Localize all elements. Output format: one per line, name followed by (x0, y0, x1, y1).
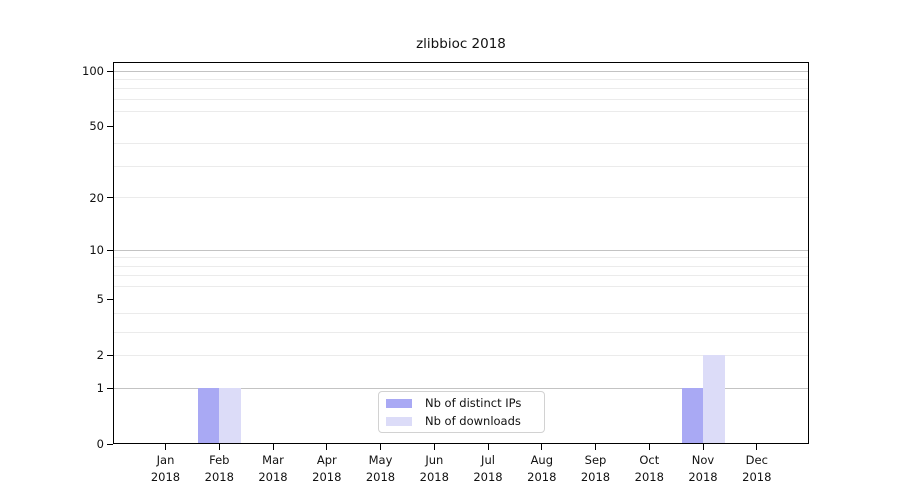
x-tick-label-month: Apr (316, 453, 337, 467)
legend: Nb of distinct IPs Nb of downloads (378, 391, 545, 433)
x-tick-label-year: 2018 (258, 470, 288, 484)
x-tick-label-month: Nov (691, 453, 715, 467)
x-tick-label: Sep 2018 (564, 452, 628, 486)
y-tick-label: 20 (89, 190, 104, 205)
y-tick-mark (107, 197, 113, 199)
x-tick-label-month: Aug (530, 453, 554, 467)
x-tick-label-month: Sep (584, 453, 607, 467)
x-tick-label: Jan 2018 (134, 452, 198, 486)
gridline-minor (114, 88, 808, 90)
gridline-minor (114, 286, 808, 288)
x-tick-label-month: Jul (481, 453, 495, 467)
y-tick-mark (107, 354, 113, 356)
x-tick-mark (648, 444, 650, 450)
y-tick-mark (107, 443, 113, 445)
x-tick-label-year: 2018 (473, 470, 503, 484)
x-tick-mark (595, 444, 596, 450)
gridline-minor (114, 99, 808, 100)
chart-title: zlibbioc 2018 (416, 36, 506, 52)
x-tick-label: Nov 2018 (671, 452, 735, 486)
x-tick-label: Apr 2018 (295, 452, 359, 486)
x-tick-label-year: 2018 (634, 470, 664, 484)
x-tick-mark (756, 444, 758, 450)
y-tick-label: 2 (96, 348, 104, 363)
gridline-minor (114, 166, 808, 167)
y-tick-mark (107, 70, 113, 72)
y-tick-label: 5 (96, 292, 104, 307)
legend-row-downloads: Nb of downloads (386, 414, 544, 428)
x-tick-label-year: 2018 (580, 470, 611, 484)
gridline-minor (114, 257, 808, 259)
x-tick-label: Aug 2018 (510, 452, 574, 486)
x-tick-label: Dec 2018 (725, 452, 789, 486)
y-tick-mark (107, 125, 113, 127)
y-tick-mark (107, 249, 113, 251)
legend-swatch-downloads (386, 416, 412, 426)
gridline-minor (114, 197, 808, 199)
y-tick-label: 10 (89, 243, 104, 258)
legend-swatch-distinct-ips (386, 398, 412, 408)
x-tick-label-year: 2018 (204, 470, 234, 484)
y-tick-mark (107, 298, 113, 300)
x-tick-label-month: Feb (209, 453, 230, 467)
x-tick-label-month: Dec (745, 453, 768, 467)
bar-nb-of-downloads (219, 388, 241, 443)
x-tick-label-year: 2018 (419, 470, 449, 484)
x-tick-label-month: May (368, 453, 393, 467)
y-tick-label: 0 (96, 437, 104, 451)
gridline-minor (114, 265, 808, 267)
x-tick-mark (165, 444, 166, 450)
x-tick-label-year: 2018 (688, 470, 718, 484)
legend-label-downloads: Nb of downloads (425, 414, 521, 428)
x-tick-label-year: 2018 (365, 470, 396, 484)
gridline-minor (114, 78, 808, 80)
x-tick-label: Jun 2018 (402, 452, 466, 486)
x-tick-label-year: 2018 (527, 470, 557, 484)
x-tick-label: May 2018 (349, 452, 413, 486)
gridline-major (114, 249, 808, 251)
x-tick-mark (702, 444, 704, 450)
x-tick-mark (272, 444, 274, 450)
x-tick-label-year: 2018 (312, 470, 342, 484)
x-tick-mark (218, 444, 220, 450)
x-tick-mark (433, 444, 435, 450)
bar-nb-of-distinct-ips (197, 388, 220, 443)
gridline-minor (114, 331, 808, 333)
x-tick-label-year: 2018 (742, 470, 772, 484)
x-tick-label-year: 2018 (150, 470, 181, 484)
legend-row-distinct-ips: Nb of distinct IPs (386, 396, 544, 410)
gridline-major (114, 387, 808, 389)
x-tick-mark (541, 444, 543, 450)
y-tick-label: 1 (96, 381, 104, 395)
y-tick-label: 100 (82, 64, 104, 78)
gridline-minor (114, 313, 808, 315)
gridline-minor (114, 275, 808, 277)
y-tick-label: 50 (89, 119, 104, 134)
x-tick-label: Oct 2018 (617, 452, 681, 486)
gridline-minor (114, 111, 808, 113)
x-tick-mark (326, 444, 328, 450)
x-tick-mark (380, 444, 381, 450)
x-tick-label: Feb 2018 (187, 452, 251, 486)
gridline-minor (114, 354, 808, 356)
y-tick-mark (107, 387, 113, 389)
x-tick-label-month: Jan (156, 453, 175, 467)
legend-label-distinct-ips: Nb of distinct IPs (425, 396, 522, 410)
x-tick-label: Jul 2018 (456, 452, 520, 486)
x-tick-label-month: Oct (639, 453, 660, 467)
x-tick-label: Mar 2018 (241, 452, 305, 486)
x-tick-label-month: Jun (425, 453, 444, 467)
x-tick-label-month: Mar (262, 453, 284, 467)
gridline-major (114, 70, 808, 72)
x-tick-mark (487, 444, 489, 450)
gridline-minor (114, 143, 808, 145)
bar-nb-of-distinct-ips (681, 388, 703, 443)
bar-nb-of-downloads (703, 355, 725, 443)
